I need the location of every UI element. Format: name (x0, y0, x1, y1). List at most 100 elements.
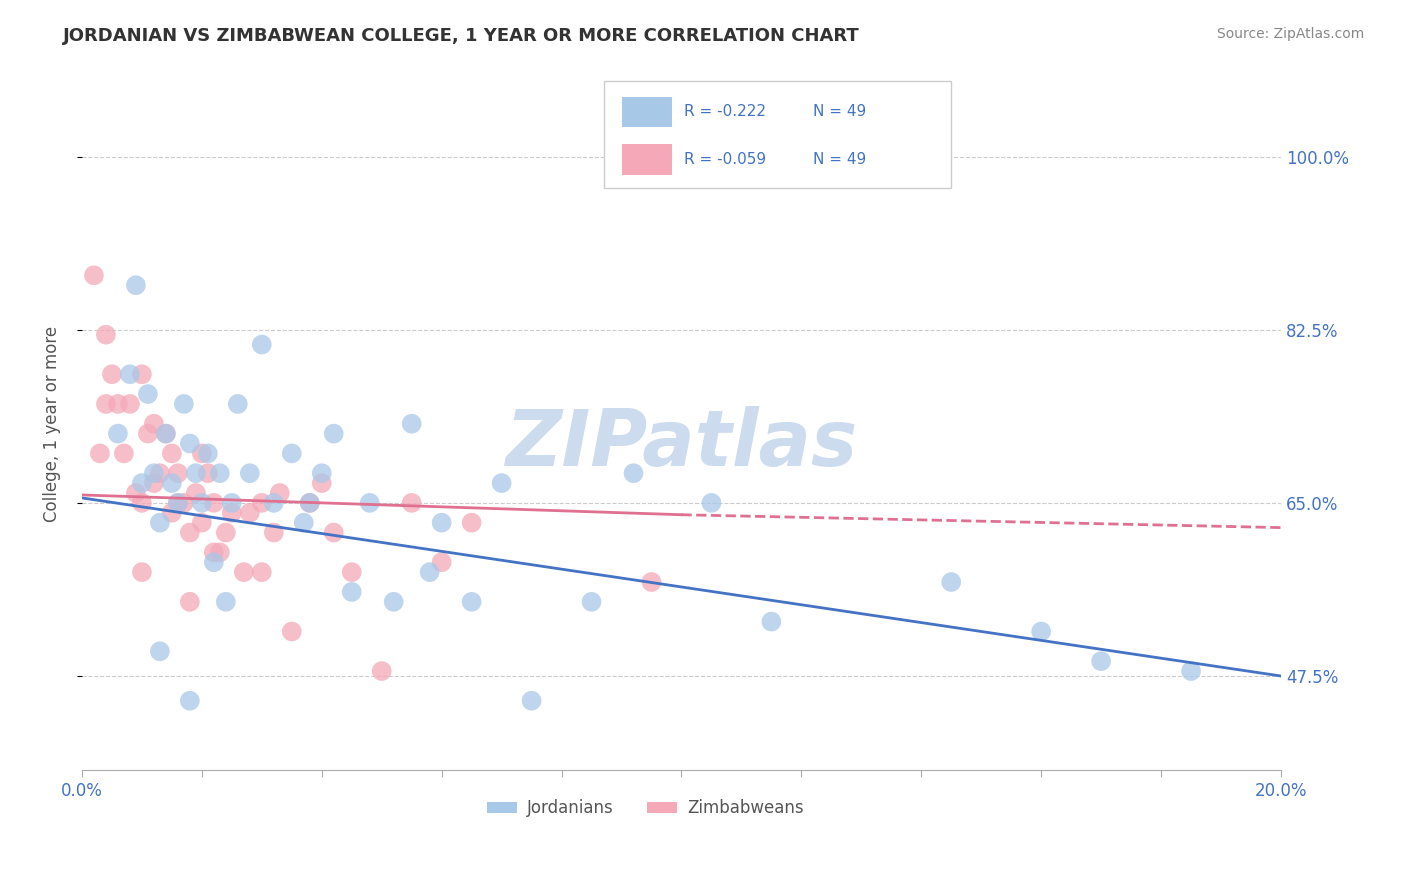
Point (94, 327, 117, 342)
Point (232, 565, 254, 579)
Text: Source: ZipAtlas.com: Source: ZipAtlas.com (1216, 27, 1364, 41)
Point (202, 545, 225, 559)
Text: JORDANIAN VS ZIMBABWEAN COLLEGE, 1 YEAR OR MORE CORRELATION CHART: JORDANIAN VS ZIMBABWEAN COLLEGE, 1 YEAR … (63, 27, 860, 45)
Point (179, 694, 201, 708)
Point (311, 476, 333, 491)
Point (179, 595, 201, 609)
Point (401, 417, 423, 431)
Point (239, 506, 262, 520)
Point (382, 595, 405, 609)
Point (208, 466, 231, 480)
FancyBboxPatch shape (603, 81, 952, 188)
Point (184, 486, 207, 500)
Point (179, 525, 201, 540)
Point (94, 881, 117, 892)
Point (197, 446, 219, 460)
Point (131, 496, 153, 510)
Text: N = 49: N = 49 (813, 153, 866, 167)
Text: ZIPatlas: ZIPatlas (505, 407, 858, 483)
Point (269, 486, 291, 500)
Point (191, 446, 214, 460)
FancyBboxPatch shape (621, 97, 672, 128)
Point (941, 574, 963, 589)
Point (419, 565, 441, 579)
Point (1031, 624, 1053, 639)
Point (401, 496, 423, 510)
Point (226, 397, 249, 411)
Point (430, 555, 453, 569)
Y-axis label: College, 1 year or more: College, 1 year or more (44, 326, 60, 522)
Point (136, 387, 159, 401)
Point (142, 417, 165, 431)
Point (430, 516, 453, 530)
Point (101, 368, 124, 382)
Point (298, 496, 321, 510)
Point (281, 624, 304, 639)
Point (197, 466, 219, 480)
Point (215, 525, 238, 540)
Point (311, 466, 333, 480)
Point (460, 595, 482, 609)
FancyBboxPatch shape (621, 145, 672, 175)
Point (322, 426, 344, 441)
Point (370, 664, 392, 678)
Point (149, 644, 172, 658)
Point (173, 496, 195, 510)
Point (167, 466, 190, 480)
Point (340, 585, 363, 599)
Point (191, 516, 214, 530)
Point (131, 565, 153, 579)
Point (184, 466, 207, 480)
Point (281, 446, 304, 460)
Point (250, 496, 273, 510)
Point (125, 486, 148, 500)
Point (239, 466, 262, 480)
Point (208, 545, 231, 559)
Point (761, 615, 783, 629)
Point (136, 426, 159, 441)
Point (155, 426, 177, 441)
Point (340, 565, 363, 579)
Point (149, 516, 172, 530)
Point (125, 278, 148, 293)
Text: N = 49: N = 49 (813, 104, 866, 120)
Point (160, 476, 183, 491)
Point (149, 466, 172, 480)
Point (167, 496, 190, 510)
Point (250, 337, 273, 351)
Point (221, 506, 243, 520)
Point (107, 426, 129, 441)
Point (640, 574, 662, 589)
Point (250, 565, 273, 579)
Point (581, 595, 603, 609)
Point (263, 496, 285, 510)
Point (623, 466, 645, 480)
Point (491, 476, 513, 491)
Text: R = -0.059: R = -0.059 (683, 153, 766, 167)
Text: R = -0.222: R = -0.222 (683, 104, 766, 120)
Point (94, 397, 117, 411)
Point (131, 368, 153, 382)
Point (700, 496, 723, 510)
Point (160, 446, 183, 460)
Legend: Jordanians, Zimbabweans: Jordanians, Zimbabweans (481, 793, 810, 824)
Point (221, 496, 243, 510)
Point (520, 694, 543, 708)
Point (1180, 664, 1202, 678)
Point (142, 466, 165, 480)
Point (202, 496, 225, 510)
Point (298, 496, 321, 510)
Point (322, 525, 344, 540)
Point (112, 446, 135, 460)
Point (202, 555, 225, 569)
Point (160, 506, 183, 520)
Point (131, 476, 153, 491)
Point (179, 436, 201, 450)
Point (118, 397, 141, 411)
Point (1090, 654, 1112, 668)
Point (89, 446, 111, 460)
Point (292, 516, 315, 530)
Point (83, 268, 105, 283)
Point (118, 368, 141, 382)
Point (167, 496, 190, 510)
